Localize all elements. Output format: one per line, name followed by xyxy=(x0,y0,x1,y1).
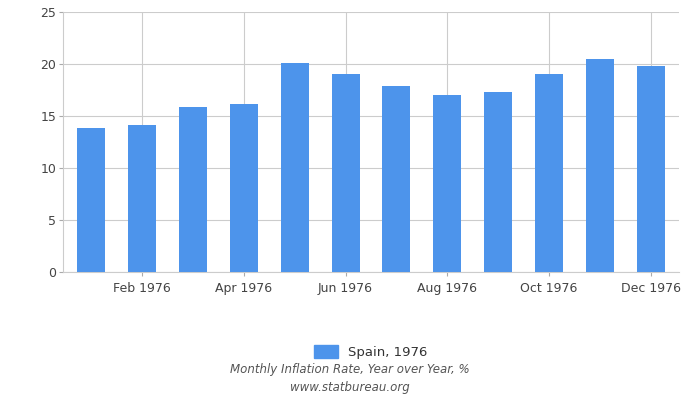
Bar xyxy=(281,63,309,272)
Legend: Spain, 1976: Spain, 1976 xyxy=(309,340,433,364)
Bar xyxy=(230,104,258,272)
Bar xyxy=(433,95,461,272)
Bar xyxy=(332,74,360,272)
Bar xyxy=(77,128,105,272)
Text: www.statbureau.org: www.statbureau.org xyxy=(290,382,410,394)
Bar xyxy=(536,74,564,272)
Bar xyxy=(178,107,206,272)
Bar xyxy=(586,59,614,272)
Bar xyxy=(637,66,665,272)
Text: Monthly Inflation Rate, Year over Year, %: Monthly Inflation Rate, Year over Year, … xyxy=(230,364,470,376)
Bar xyxy=(484,92,512,272)
Bar xyxy=(128,125,156,272)
Bar xyxy=(382,86,410,272)
